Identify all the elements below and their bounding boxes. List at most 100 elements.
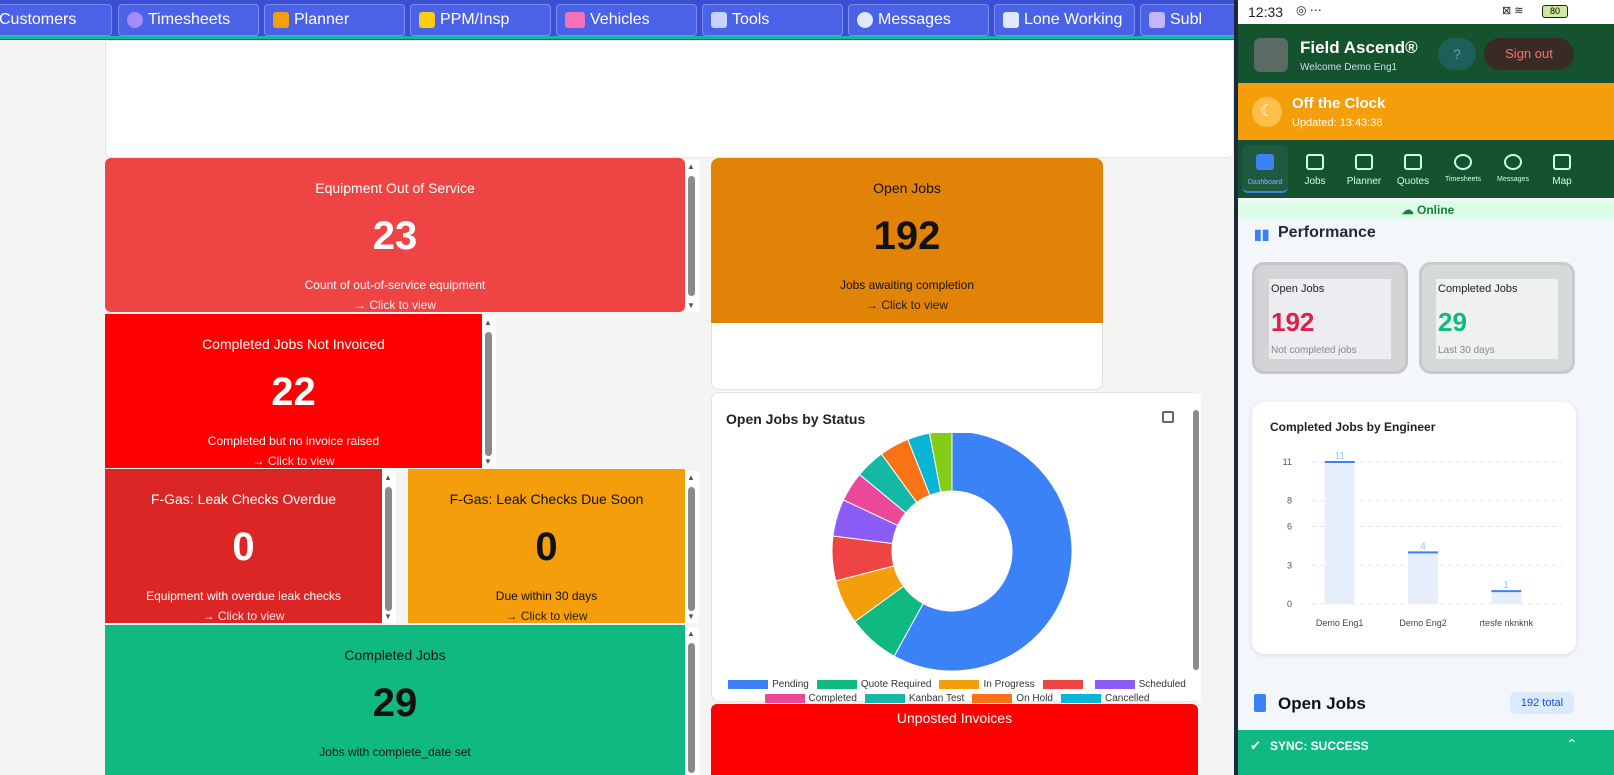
fgas-due-soon-card[interactable]: F-Gas: Leak Checks Due Soon 0 Due within…: [408, 469, 685, 623]
donut-slice-10[interactable]: [928, 433, 953, 493]
sync-bar[interactable]: ✔ SYNC: SUCCESS ⌃: [1238, 730, 1614, 775]
legend-item[interactable]: Kanban Test: [864, 692, 964, 706]
scroll-up-icon[interactable]: ▲: [484, 318, 492, 327]
completed-jobs-card[interactable]: Completed Jobs 29 Jobs with complete_dat…: [105, 625, 685, 775]
equipment-scrollbar[interactable]: ▲ ▼: [685, 160, 699, 312]
tab-customers[interactable]: Customers: [0, 4, 112, 36]
completed-jobs-stat-card[interactable]: Completed Jobs 29 Last 30 days: [1419, 262, 1575, 374]
scroll-down-icon[interactable]: ▼: [687, 301, 695, 310]
sign-out-button[interactable]: Sign out: [1484, 38, 1574, 70]
y-tick-label: 3: [1287, 560, 1292, 570]
open-jobs-stat-card[interactable]: Open Jobs 192 Not completed jobs: [1252, 262, 1408, 374]
messages-label: Messages: [878, 11, 951, 28]
map-icon: [1553, 154, 1571, 170]
stat-value: 192: [1271, 307, 1315, 337]
click-to-view-link[interactable]: → Click to view: [865, 298, 948, 312]
completed-not-invoiced-card[interactable]: Completed Jobs Not Invoiced 22 Completed…: [105, 314, 482, 468]
card-value: 0: [232, 525, 255, 569]
scroll-thumb[interactable]: [688, 176, 695, 296]
click-to-view-link[interactable]: → Click to view: [505, 609, 588, 623]
chart-scrollbar[interactable]: [1191, 394, 1201, 700]
help-icon[interactable]: ?: [1438, 38, 1476, 70]
open-jobs-total-badge: 192 total: [1510, 692, 1574, 714]
legend-item[interactable]: Scheduled: [1094, 678, 1186, 692]
scroll-thumb[interactable]: [385, 487, 392, 611]
donut-slice-1[interactable]: [893, 433, 1073, 672]
click-to-view-link[interactable]: → Click to view: [202, 609, 285, 623]
scroll-down-icon[interactable]: ▼: [484, 457, 492, 466]
nav-jobs[interactable]: Jobs: [1290, 150, 1340, 187]
truck-icon: [565, 12, 585, 28]
scroll-down-icon[interactable]: ▼: [687, 612, 695, 621]
legend-item[interactable]: Cancelled: [1060, 692, 1150, 706]
bar-3[interactable]: [1491, 591, 1522, 604]
legend-item[interactable]: Pending: [728, 678, 809, 692]
click-to-view-link[interactable]: → Click to view: [252, 454, 335, 468]
clock-status-banner[interactable]: ☾ Off the Clock Updated: 13:43:38: [1238, 83, 1614, 140]
notification-icon: ◎ ⋯: [1296, 3, 1322, 17]
card-title: Unposted Invoices: [896, 710, 1013, 726]
equipment-out-of-service-card[interactable]: Equipment Out of Service 23 Count of out…: [105, 158, 685, 312]
scroll-up-icon[interactable]: ▲: [687, 473, 695, 482]
tab-tools[interactable]: Tools: [702, 4, 843, 36]
scroll-down-icon[interactable]: ▼: [384, 612, 392, 621]
scroll-thumb[interactable]: [485, 332, 492, 456]
nav-label: Jobs: [1304, 176, 1326, 187]
open-jobs-card[interactable]: Open Jobs 192 Jobs awaiting completion →…: [711, 158, 1103, 323]
legend-item[interactable]: [1042, 678, 1087, 692]
toolbox-icon: [711, 12, 727, 28]
scroll-thumb[interactable]: [688, 487, 695, 611]
mobile-app-panel: 12:33 ◎ ⋯ ⊠ ≋ 80 Field Ascend® Welcome D…: [1234, 0, 1614, 775]
stat-inner: [1269, 279, 1391, 359]
open-jobs-heading: Open Jobs: [1278, 694, 1366, 713]
legend-item[interactable]: In Progress: [939, 678, 1035, 692]
bar-1[interactable]: [1324, 462, 1355, 604]
lone-working-label: Lone Working: [1024, 11, 1123, 28]
click-to-view-link[interactable]: → Click to view: [353, 298, 436, 312]
not-invoiced-scrollbar[interactable]: ▲ ▼: [482, 316, 496, 468]
scroll-up-icon[interactable]: ▲: [384, 473, 392, 482]
chart-legend: Pending Quote Required In Progress Schedule…: [722, 678, 1192, 706]
cloud-icon: ☁: [1401, 203, 1417, 217]
scroll-up-icon[interactable]: ▲: [687, 629, 695, 638]
fgas-soon-scrollbar[interactable]: ▲ ▼: [685, 471, 699, 623]
tab-lone-working[interactable]: Lone Working: [994, 4, 1135, 36]
tab-ppm-insp[interactable]: PPM/Insp: [410, 4, 551, 36]
fgas-overdue-scrollbar[interactable]: ▲ ▼: [382, 471, 396, 623]
external-link-icon[interactable]: [1162, 411, 1174, 423]
tab-messages[interactable]: Messages: [848, 4, 989, 36]
chart-title: Completed Jobs by Engineer: [1270, 420, 1436, 434]
stat-inner: [1436, 279, 1558, 359]
scroll-thumb[interactable]: [1193, 410, 1199, 670]
legend-label: Completed: [808, 693, 857, 704]
nav-planner[interactable]: Planner: [1339, 150, 1389, 187]
check-icon: ✔: [1250, 738, 1261, 753]
x-tick-label: Demo Eng2: [1399, 618, 1447, 628]
chat-icon: [1504, 154, 1522, 170]
nav-messages[interactable]: Messages: [1488, 150, 1538, 183]
tab-timesheets[interactable]: Timesheets: [118, 4, 259, 36]
bar-2[interactable]: [1408, 552, 1438, 604]
legend-item[interactable]: Completed: [764, 692, 857, 706]
nav-map[interactable]: Map: [1537, 150, 1587, 187]
chevron-up-icon[interactable]: ⌃: [1566, 736, 1578, 752]
scroll-up-icon[interactable]: ▲: [687, 162, 695, 171]
completed-scrollbar[interactable]: ▲: [685, 627, 699, 775]
card-subtitle: Count of out-of-service equipment: [304, 278, 486, 292]
scroll-thumb[interactable]: [688, 643, 695, 773]
legend-item[interactable]: Quote Required: [816, 678, 931, 692]
tab-planner[interactable]: Planner: [264, 4, 405, 36]
nav-label: Messages: [1497, 176, 1529, 183]
nav-quotes[interactable]: Quotes: [1388, 150, 1438, 187]
card-title: Open Jobs: [873, 180, 941, 196]
legend-label: Cancelled: [1104, 693, 1150, 704]
nav-timesheets[interactable]: Timesheets: [1438, 150, 1488, 183]
tab-vehicles[interactable]: Vehicles: [556, 4, 697, 36]
legend-item[interactable]: On Hold: [972, 692, 1053, 706]
legend-swatch: [1060, 693, 1101, 703]
fgas-overdue-card[interactable]: F-Gas: Leak Checks Overdue 0 Equipment w…: [105, 469, 382, 623]
unposted-invoices-card[interactable]: Unposted Invoices: [711, 704, 1198, 775]
tab-subl[interactable]: Subl: [1140, 4, 1234, 36]
nav-dashboard[interactable]: Dashboard: [1240, 150, 1290, 187]
card-title: Completed Jobs Not Invoiced: [202, 336, 385, 352]
